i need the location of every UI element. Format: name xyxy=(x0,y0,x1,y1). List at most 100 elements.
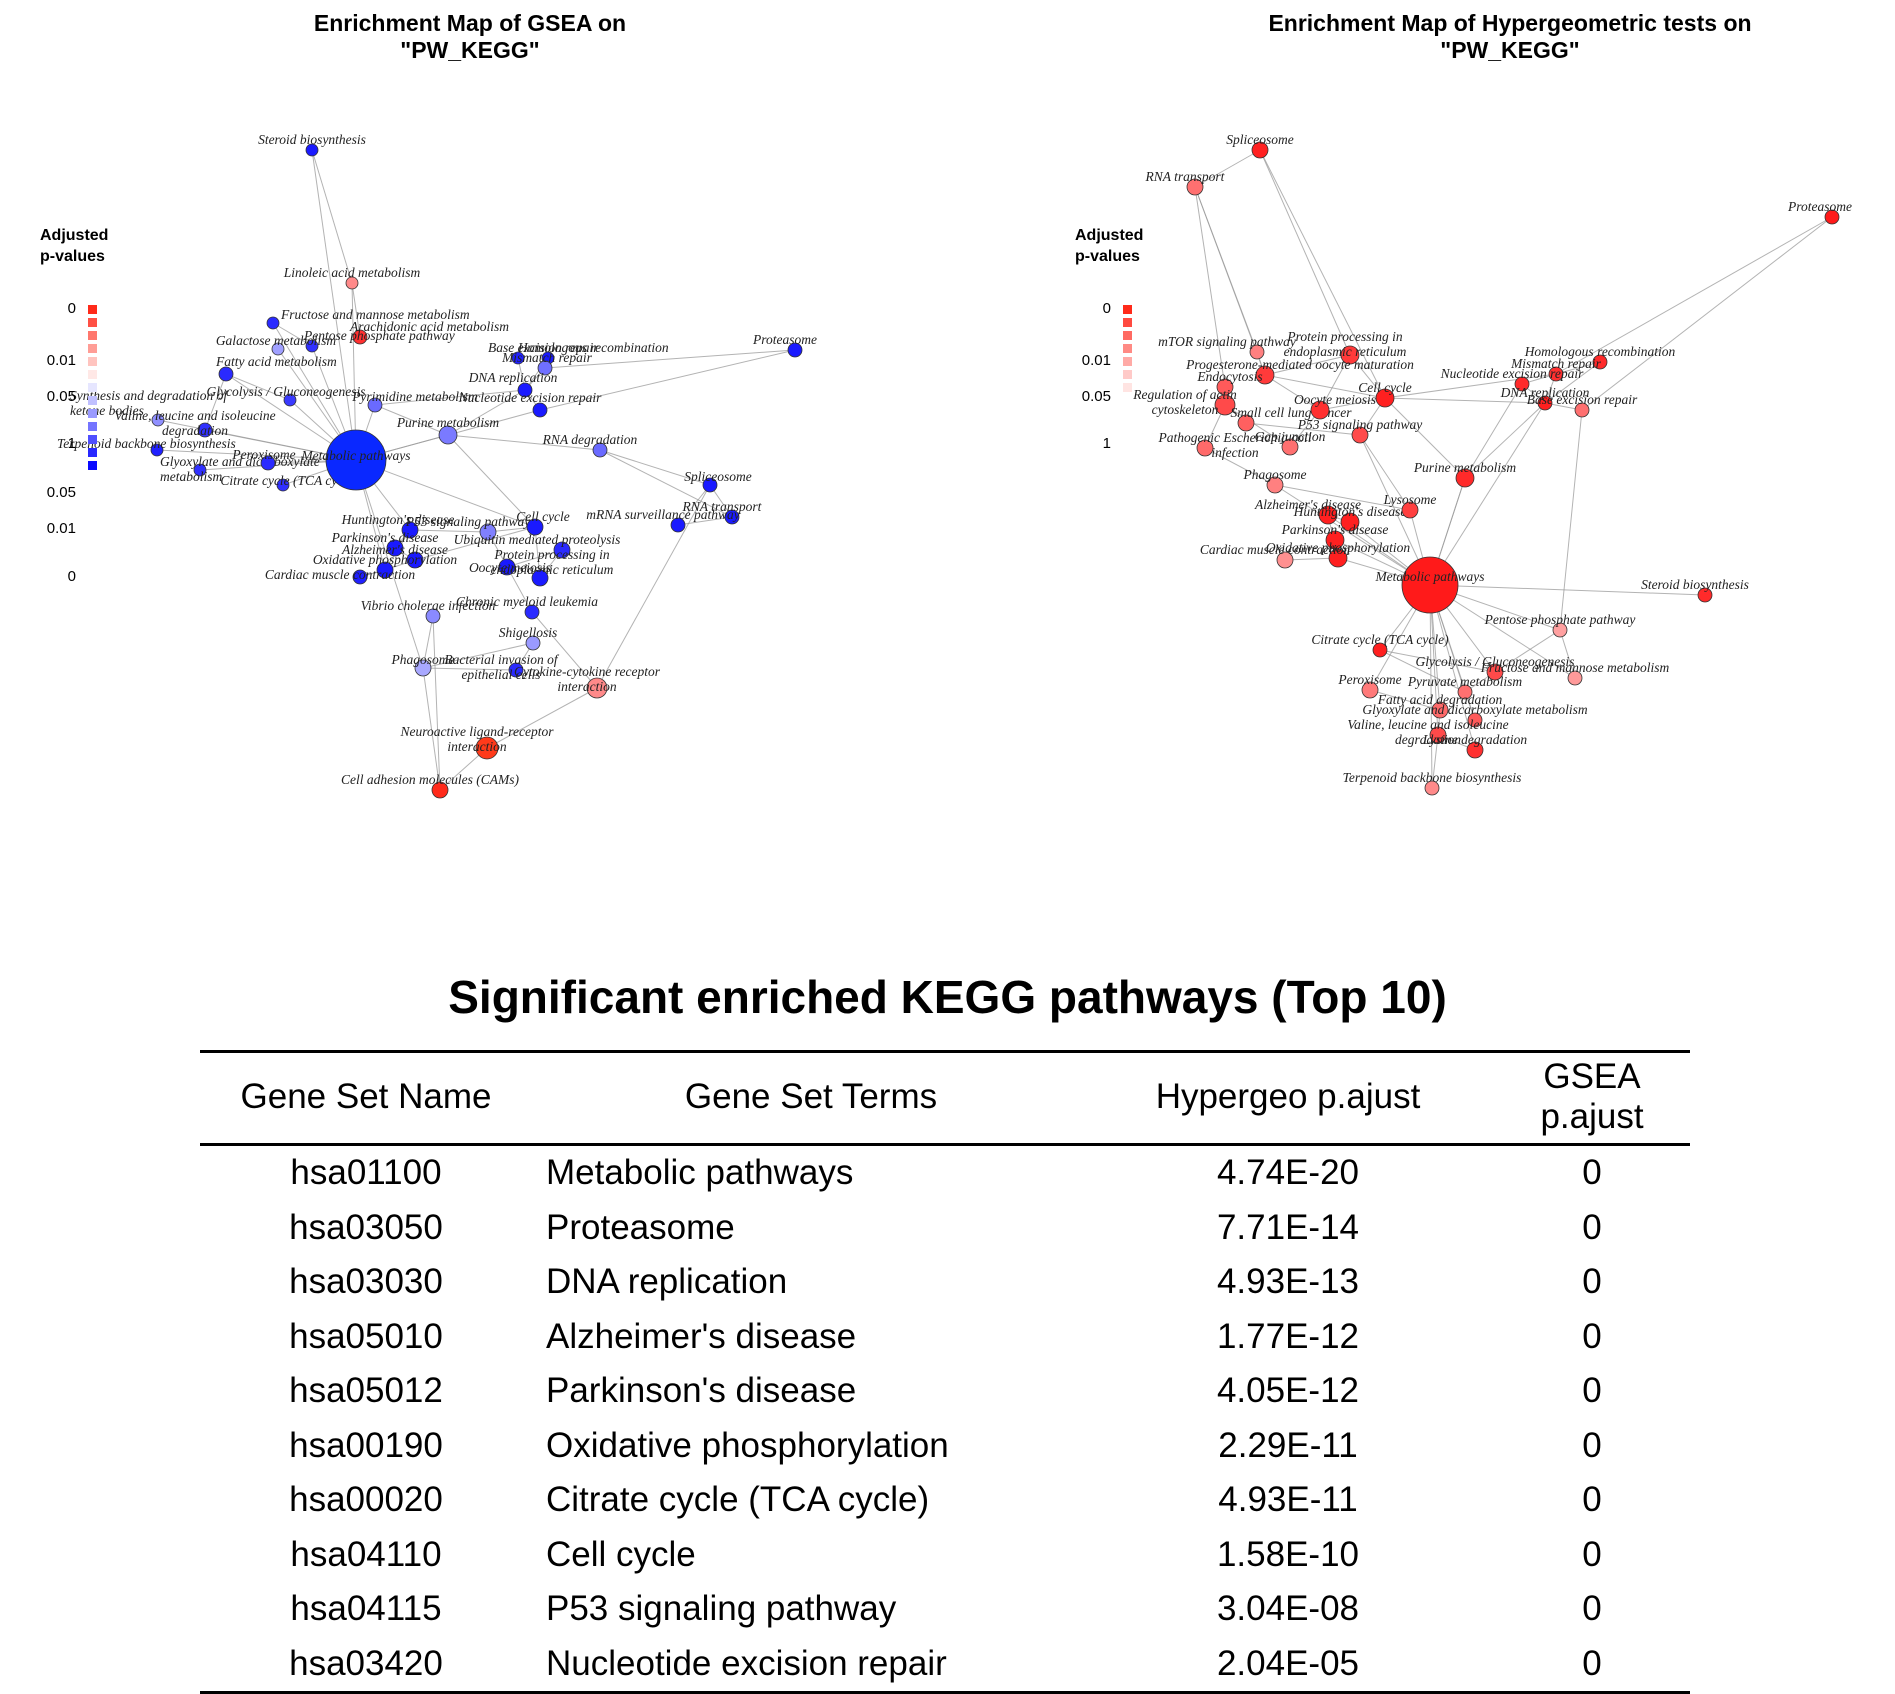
left-node-circle xyxy=(531,569,549,587)
right-node-circle xyxy=(1567,670,1583,686)
left-node-ubiquitin: Ubiquitin mediated proteolysis xyxy=(454,532,620,559)
left-node-label: Valine, leucine and isoleucine degradatio… xyxy=(114,408,275,438)
left-node-circle xyxy=(431,781,449,799)
cell-gene-set-name: hsa03030 xyxy=(289,1262,443,1302)
right-node-circle xyxy=(1266,476,1284,494)
right-node-terpenoid: Terpenoid backbone biosynthesis xyxy=(1343,770,1521,796)
header-gene-set-name: Gene Set Name xyxy=(240,1077,492,1116)
left-node-purine: Purine metabolism xyxy=(396,415,499,445)
right-node-label: P53 signaling pathway xyxy=(1297,417,1423,432)
left-node-circle xyxy=(150,443,164,457)
right-node-label: Metabolic pathways xyxy=(1374,569,1484,584)
right-node-circle xyxy=(1237,414,1255,432)
left-node-galactose: Galactose metabolism xyxy=(216,333,336,356)
left-node-label: Nucleotide excision repair xyxy=(458,390,602,405)
right-edge xyxy=(1429,402,1546,586)
cell-gene-set-name: hsa03420 xyxy=(289,1643,443,1683)
right-map-nodes: Spliceosome RNA transport Proteasome mTOR s… xyxy=(1132,132,1852,796)
right-node-label: Progesterone-mediated oocyte maturation xyxy=(1185,357,1414,372)
cell-gene-set-term: DNA replication xyxy=(546,1262,788,1302)
cell-gsea-padjust: 0 xyxy=(1582,1480,1602,1520)
right-node-glycolysis: Glycolysis / Gluconeogenesis xyxy=(1416,654,1574,681)
cell-gene-set-name: hsa01100 xyxy=(290,1153,442,1193)
left-node-alzheimer: Alzheimer's disease xyxy=(341,542,448,569)
right-node-valine: Valine, leucine and isoleucine degradatio… xyxy=(1347,717,1508,747)
cell-gene-set-term: P53 signaling pathway xyxy=(546,1589,897,1629)
right-node-circle xyxy=(1514,376,1530,392)
cell-gene-set-term: Nucleotide excision repair xyxy=(546,1643,947,1683)
left-node-tca: Citrate cycle (TCA cycle) xyxy=(220,473,358,492)
left-node-circle xyxy=(670,517,686,533)
cell-hypergeo-padjust: 3.04E-08 xyxy=(1216,1589,1360,1629)
right-node-label: Lysosome xyxy=(1383,492,1437,507)
left-node-mrna: mRNA surveillance pathway xyxy=(586,507,740,533)
left-node-circle xyxy=(271,342,285,356)
left-node-label: Linoleic acid metabolism xyxy=(283,265,421,280)
right-node-circle xyxy=(1592,354,1608,370)
right-node-label: Mismatch repair xyxy=(1510,356,1602,371)
left-node-pentose: Pentose phosphate pathway xyxy=(303,328,455,353)
right-node-ner: Nucleotide excision repair xyxy=(1440,366,1584,392)
right-node-circle xyxy=(1401,556,1459,614)
left-legend-swatch xyxy=(88,305,97,314)
right-node-circle xyxy=(1455,468,1475,488)
right-edge xyxy=(1384,397,1546,404)
right-node-huntington: Huntington's disease xyxy=(1293,504,1407,532)
left-node-circle xyxy=(586,677,608,699)
right-node-pathogenic: Pathogenic Escherichia coli infection xyxy=(1158,430,1312,460)
right-edge xyxy=(1559,629,1576,679)
right-node-label: Valine, leucine and isoleucine degradatio… xyxy=(1347,717,1508,747)
left-node-circle xyxy=(325,429,387,491)
right-node-circle xyxy=(1548,366,1564,382)
right-edge xyxy=(1464,402,1546,479)
right-edge xyxy=(1429,584,1706,596)
cell-hypergeo-padjust: 4.74E-20 xyxy=(1216,1153,1360,1193)
right-node-spliceosome: Spliceosome xyxy=(1226,132,1294,159)
left-legend-swatch xyxy=(88,331,97,340)
right-node-circle xyxy=(1431,701,1449,719)
left-node-label: Oxidative phosphorylation xyxy=(313,552,458,567)
left-node-p53: P53 signaling pathway xyxy=(405,514,530,541)
right-node-label: Purine metabolism xyxy=(1413,460,1517,475)
right-node-label: Fatty acid degradation xyxy=(1377,692,1503,707)
right-map-title: Enrichment Map of Hypergeometric tests o… xyxy=(1268,10,1752,63)
right-node-p53: P53 signaling pathway xyxy=(1297,417,1423,444)
left-legend-tick: 0.05 xyxy=(47,388,76,405)
left-node-circle xyxy=(266,316,280,330)
left-edge xyxy=(486,687,598,749)
right-node-dnarep: DNA replication xyxy=(1500,385,1590,411)
left-legend-swatch xyxy=(88,357,97,366)
left-node-circle xyxy=(283,393,297,407)
left-node-label: Fructose and mannose metabolism xyxy=(280,307,470,322)
left-node-circle xyxy=(367,397,383,413)
left-edge xyxy=(596,484,711,689)
right-node-label: RNA transport xyxy=(1145,169,1226,184)
right-node-proteasome: Proteasome xyxy=(1787,199,1852,225)
left-node-rnatransport: RNA transport xyxy=(682,499,763,525)
left-node-parkinson: Parkinson's disease xyxy=(331,530,438,557)
left-edge xyxy=(534,526,541,579)
left-node-circle xyxy=(197,422,213,438)
left-node-label: RNA transport xyxy=(682,499,763,514)
right-node-circle xyxy=(1340,345,1360,365)
left-node-label: Arachidonic acid metabolism xyxy=(349,319,509,334)
table-title: Significant enriched KEGG pathways (Top … xyxy=(448,971,1447,1023)
right-node-circle xyxy=(1351,426,1369,444)
right-node-label: Glyoxylate and dicarboxylate metabolism xyxy=(1362,702,1588,717)
right-legend-swatch xyxy=(1123,357,1132,366)
left-node-phagosome: Phagosome xyxy=(391,652,455,677)
left-edge xyxy=(204,373,227,431)
right-node-label: Huntington's disease xyxy=(1293,504,1407,519)
cell-gene-set-name: hsa03050 xyxy=(289,1207,443,1247)
left-node-glyoxylate: Glyoxylate and dicarboxylate metabolism xyxy=(160,454,320,484)
left-edge xyxy=(422,642,534,669)
left-node-label: Steroid biosynthesis xyxy=(258,132,366,147)
left-node-oxidative: Oxidative phosphorylation xyxy=(313,552,458,579)
cell-gsea-padjust: 0 xyxy=(1582,1371,1602,1411)
right-node-circle xyxy=(1186,178,1204,196)
left-node-circle xyxy=(345,276,359,290)
right-node-label: Cardiac muscle contraction xyxy=(1200,542,1350,557)
left-node-label: Fatty acid metabolism xyxy=(215,354,337,369)
right-node-gapjunction: Gap junction xyxy=(1255,429,1326,456)
left-node-bacterial: Bacterial invasion of epithelial cells xyxy=(444,652,559,682)
